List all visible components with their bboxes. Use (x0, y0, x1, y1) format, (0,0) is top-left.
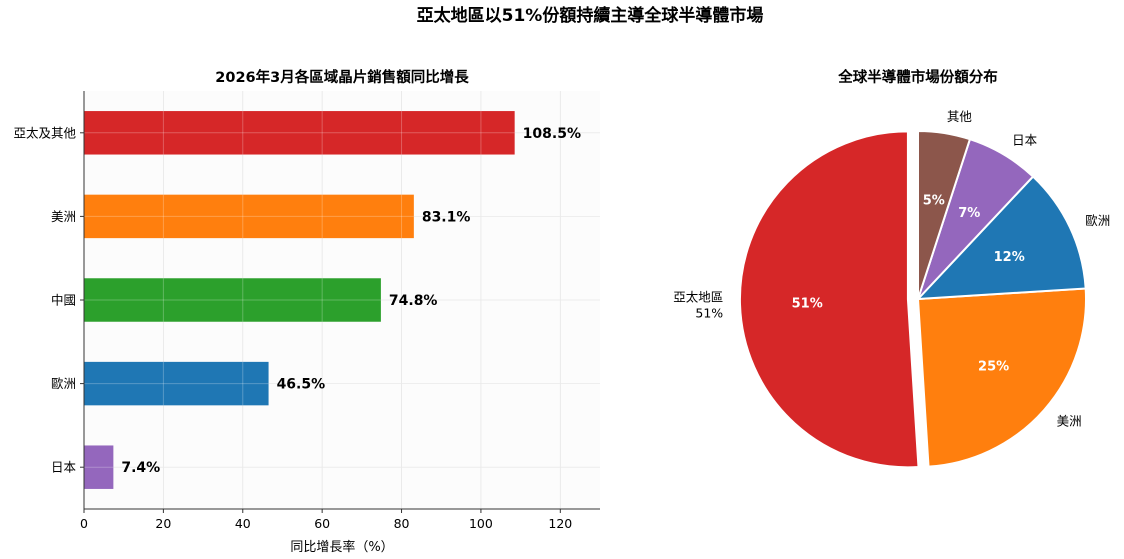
bar-x-tick-label: 80 (394, 516, 410, 531)
bar-chart: 2026年3月各區域晶片銷售額同比增長 108.5% 83.1% 74.8% 46.5… (13, 68, 600, 555)
bar-value-label: 46.5% (277, 377, 326, 393)
pie-slices (739, 129, 1088, 469)
bar-x-tick-label: 60 (314, 516, 330, 531)
pie-percent-label: 7% (958, 206, 980, 221)
bar-y-tick-label: 日本 (51, 460, 77, 475)
pie-chart-title: 全球半導體市場份額分布 (837, 68, 998, 86)
bar-y-tick-label: 亞太及其他 (13, 125, 76, 140)
bar-歐洲 (84, 361, 269, 406)
pie-slice-美洲 (916, 287, 1088, 468)
pie-category-labels: 亞太地區 51% 美洲 歐洲 日本 其他 (673, 109, 1110, 429)
pie-category-label: 美洲 (1057, 414, 1082, 429)
bar-value-label: 108.5% (523, 126, 581, 142)
pie-percent-label: 12% (994, 250, 1025, 265)
pie-slice-其他 (917, 129, 972, 300)
pie-chart: 全球半導體市場份額分布 51% 25% 12% 7% 5% 亞太地區 51% 美洲 歐洲 日本 其… (673, 68, 1110, 469)
bar-x-tick-label: 0 (80, 516, 88, 531)
pie-category-label: 日本 (1012, 132, 1038, 147)
bar-chart-title: 2026年3月各區域晶片銷售額同比增長 (215, 68, 469, 86)
bar-y-tick-label: 中國 (51, 293, 76, 308)
bar-日本 (84, 445, 114, 489)
pie-percent-label: 5% (923, 193, 945, 208)
bar-x-ticks: 0 20 40 60 80 100 120 (80, 509, 572, 531)
bar-亞太及其他 (84, 111, 515, 155)
pie-category-label: 歐洲 (1085, 213, 1110, 228)
bar-value-label: 7.4% (121, 460, 160, 476)
bar-value-label: 83.1% (422, 209, 471, 225)
pie-percent-labels: 51% 25% 12% 7% 5% (792, 193, 1025, 374)
bar-y-tick-label: 美洲 (51, 209, 76, 224)
bar-美洲 (84, 194, 414, 239)
bar-x-tick-label: 120 (548, 516, 572, 531)
pie-percent-label: 51% (792, 296, 823, 311)
pie-percent-label: 25% (978, 360, 1009, 375)
bar-中國 (84, 278, 381, 322)
bar-y-tick-label: 歐洲 (51, 376, 76, 391)
bar-series: 108.5% 83.1% 74.8% 46.5% 7.4% (84, 111, 581, 489)
bar-x-axis-label: 同比增長率（%） (290, 539, 393, 555)
pie-category-label: 其他 (947, 109, 973, 124)
bar-x-tick-label: 100 (469, 516, 493, 531)
bar-x-tick-label: 40 (235, 516, 251, 531)
pie-slice-亞太地區 (739, 130, 920, 469)
bar-value-label: 74.8% (389, 293, 438, 309)
bar-x-tick-label: 20 (155, 516, 171, 531)
figure-title: 亞太地區以51%份額持續主導全球半導體市場 (417, 5, 764, 26)
pie-slice-歐洲 (915, 175, 1087, 301)
pie-category-label: 亞太地區 51% (673, 290, 723, 321)
